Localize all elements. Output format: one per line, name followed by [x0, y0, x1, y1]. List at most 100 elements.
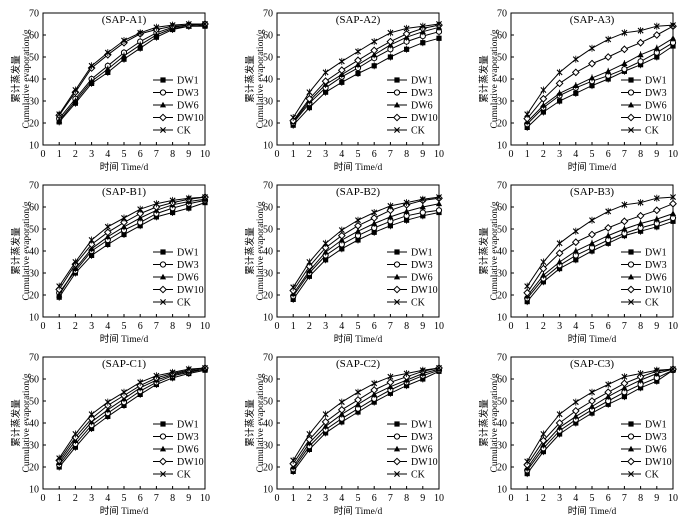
y-tick-label: 10: [29, 485, 39, 496]
data-point: [653, 45, 660, 51]
data-point: [322, 248, 329, 255]
data-point: [88, 78, 95, 84]
data-point: [540, 259, 547, 265]
y-tick-label: 60: [263, 375, 273, 386]
legend-marker: [393, 433, 401, 440]
x-tick-label: 7: [154, 321, 159, 332]
data-point: [121, 215, 127, 221]
x-tick-label: 1: [57, 493, 62, 504]
x-tick-label: 10: [200, 149, 210, 160]
y-tick-label: 20: [263, 463, 273, 474]
data-point: [354, 56, 362, 65]
x-tick-label: 6: [606, 493, 611, 504]
x-tick-label: 9: [186, 149, 191, 160]
x-tick-label: 2: [541, 321, 546, 332]
y-axis-label-cn: 累计蒸发量: [478, 399, 490, 447]
y-tick-label: 10: [497, 485, 507, 496]
x-axis-label: 时间 Time/d: [100, 505, 149, 517]
data-point: [540, 272, 547, 278]
data-point: [539, 436, 548, 445]
data-point: [387, 29, 394, 36]
data-point: [137, 29, 144, 36]
data-point: [137, 41, 144, 48]
x-tick-label: 8: [638, 493, 643, 504]
data-point: [355, 217, 361, 224]
series-line: [58, 202, 206, 298]
panel-title: (SAP-C3): [570, 358, 614, 370]
legend-label: DW1: [177, 76, 199, 87]
y-tick-label: 50: [263, 53, 273, 64]
x-tick-label: 1: [525, 149, 530, 160]
panel-title: (SAP-C2): [336, 358, 380, 370]
legend-label: DW6: [645, 273, 667, 284]
y-axis-label-cn: 累计蒸发量: [478, 227, 490, 275]
data-point: [653, 215, 660, 222]
data-point: [338, 227, 345, 234]
legend-label: DW6: [177, 445, 199, 456]
series-line: [526, 368, 674, 462]
data-point: [153, 372, 160, 379]
data-point: [104, 223, 111, 230]
legend-label: DW10: [177, 285, 204, 296]
data-point: [137, 206, 144, 213]
series-line: [292, 37, 440, 126]
data-point: [404, 217, 410, 223]
y-tick-label: 10: [29, 313, 39, 324]
x-tick-label: 4: [339, 149, 344, 160]
data-point: [338, 236, 345, 243]
x-tick-label: 3: [323, 321, 328, 332]
series-line: [292, 203, 440, 295]
data-point: [637, 58, 644, 65]
x-tick-label: 10: [668, 149, 678, 160]
data-point: [322, 69, 329, 76]
legend-label: DW1: [645, 420, 667, 431]
y-tick-label: 30: [263, 441, 273, 452]
legend-label: DW1: [411, 420, 433, 431]
y-axis-label-en: Cumulative evaporation/g: [22, 29, 32, 128]
legend-label: CK: [411, 126, 426, 137]
y-tick-label: 40: [497, 75, 507, 86]
legend-marker: [159, 457, 167, 466]
data-point: [371, 391, 378, 397]
y-axis-label-en: Cumulative evaporation/g: [22, 201, 32, 300]
legend-label: DW6: [411, 273, 433, 284]
panel-title: (SAP-A3): [570, 14, 615, 26]
legend-marker: [393, 285, 401, 294]
x-tick-label: 7: [622, 321, 627, 332]
data-point: [72, 265, 79, 271]
y-tick-label: 50: [29, 225, 39, 236]
x-tick-label: 7: [622, 149, 627, 160]
data-point: [637, 27, 644, 34]
x-tick-label: 5: [122, 321, 127, 332]
x-tick-label: 9: [654, 321, 659, 332]
data-point: [555, 79, 564, 88]
legend-label: CK: [177, 470, 192, 481]
x-tick-label: 0: [509, 149, 514, 160]
y-tick-label: 50: [29, 397, 39, 408]
legend-label: DW6: [177, 273, 199, 284]
y-tick-label: 30: [263, 97, 273, 108]
data-point: [290, 457, 297, 464]
y-tick-label: 20: [29, 463, 39, 474]
data-point: [588, 397, 596, 405]
legend-label: DW10: [645, 285, 672, 296]
data-point: [371, 220, 378, 226]
data-point: [355, 70, 361, 77]
data-point: [556, 411, 563, 418]
x-tick-label: 10: [434, 149, 444, 160]
data-point: [56, 117, 63, 124]
data-point: [290, 284, 297, 291]
data-point: [572, 82, 579, 88]
legend-marker: [628, 299, 634, 305]
data-point: [121, 37, 127, 44]
x-tick-label: 6: [138, 493, 143, 504]
x-tick-label: 10: [434, 493, 444, 504]
data-point: [185, 21, 192, 27]
x-tick-label: 6: [606, 321, 611, 332]
legend-marker: [159, 89, 167, 96]
data-point: [589, 83, 595, 89]
data-point: [305, 435, 314, 444]
data-point: [104, 65, 111, 72]
data-point: [337, 405, 346, 414]
series-line: [58, 368, 206, 463]
